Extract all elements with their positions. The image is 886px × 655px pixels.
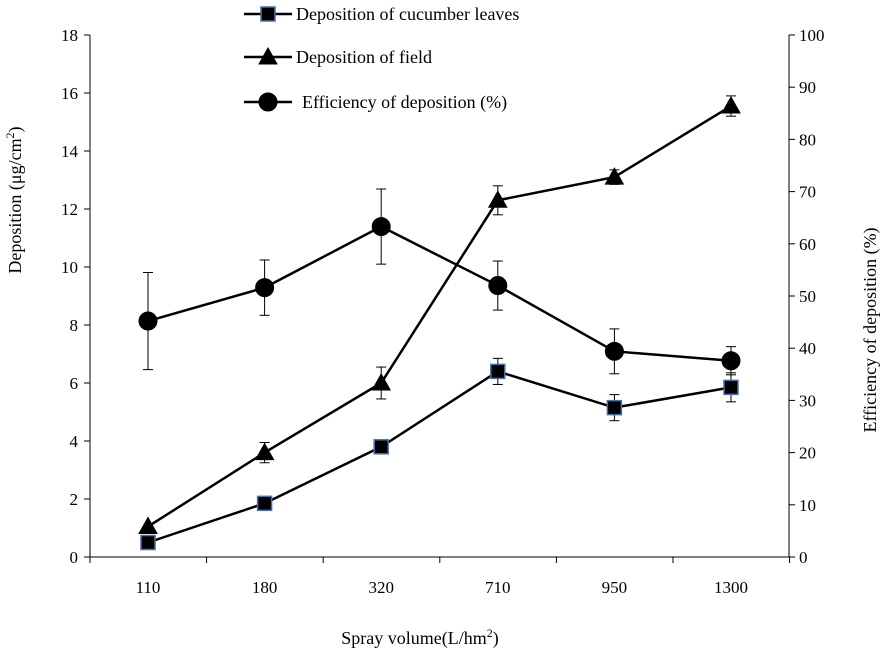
- y2-tick-label: 90: [799, 78, 816, 97]
- data-point: [138, 516, 158, 535]
- y2-tick-label: 50: [799, 287, 816, 306]
- y2-tick-label: 70: [799, 183, 816, 202]
- legend: Deposition of cucumber leaves Deposition …: [244, 4, 519, 113]
- y-tick-label: 14: [61, 142, 79, 161]
- x-tick-label: 950: [602, 578, 628, 597]
- x-tick-label: 110: [136, 578, 161, 597]
- y-tick-label: 8: [70, 316, 79, 335]
- y-axis-title-end: ): [5, 126, 26, 132]
- x-axis-title-sup: 2: [487, 626, 493, 640]
- x-tick-label: 710: [485, 578, 511, 597]
- data-point: [487, 190, 508, 208]
- data-point: [721, 96, 741, 114]
- y-axis-title-sup: 2: [3, 132, 17, 138]
- data-point: [488, 276, 508, 296]
- y2-tick-label: 100: [799, 26, 825, 45]
- data-point: [490, 363, 506, 380]
- series-layer: [138, 95, 741, 551]
- x-tick-label: 1300: [714, 578, 748, 597]
- data-point: [140, 534, 156, 551]
- legend-marker: [258, 46, 278, 65]
- data-point: [606, 399, 623, 416]
- data-point: [256, 495, 273, 512]
- x-tick-label: 320: [368, 578, 394, 597]
- series-0: [140, 357, 739, 551]
- series-line: [147, 225, 732, 362]
- y2-tick-label: 20: [799, 444, 816, 463]
- y2-tick-label: 40: [799, 339, 816, 358]
- data-point: [721, 351, 741, 371]
- y-axis-title: Deposition (μg/cm2): [3, 126, 26, 273]
- legend-item: Deposition of field: [244, 46, 432, 67]
- data-point: [138, 311, 158, 331]
- data-point: [371, 217, 391, 237]
- data-point: [371, 372, 392, 391]
- data-point: [723, 379, 739, 396]
- y-axis-title-main: Deposition (μg/cm: [5, 138, 26, 273]
- legend-item: Deposition of cucumber leaves: [244, 4, 519, 24]
- series-2: [138, 188, 741, 376]
- y2-axis-title: Efficiency of deposition (%): [860, 227, 881, 432]
- y-tick-label: 2: [70, 490, 79, 509]
- data-point: [604, 167, 625, 185]
- y-tick-label: 12: [61, 200, 78, 219]
- data-point: [604, 341, 624, 361]
- y2-tick-label: 80: [799, 130, 816, 149]
- y2-tick-label: 60: [799, 235, 816, 254]
- y-tick-label: 6: [70, 374, 79, 393]
- y-tick-label: 18: [61, 26, 78, 45]
- y-tick-label: 10: [61, 258, 78, 277]
- y2-tick-label: 30: [799, 391, 816, 410]
- legend-marker: [260, 6, 276, 22]
- legend-item: Efficiency of deposition (%): [244, 92, 507, 113]
- y2-tick-label: 10: [799, 496, 816, 515]
- x-axis-title-main: Spray volume(L/hm: [341, 628, 486, 649]
- data-point: [373, 439, 389, 455]
- x-tick-label: 180: [252, 578, 278, 597]
- data-point: [254, 442, 275, 461]
- x-axis-title: Spray volume(L/hm2): [341, 626, 498, 649]
- legend-marker: [258, 92, 278, 112]
- legend-label: Deposition of cucumber leaves: [296, 4, 519, 24]
- x-axis-title-end: ): [493, 628, 499, 649]
- y-tick-label: 16: [61, 84, 78, 103]
- axes: 0246810121416180102030405060708090100110…: [61, 26, 825, 597]
- legend-label: Deposition of field: [296, 47, 432, 67]
- y-tick-label: 0: [70, 548, 79, 567]
- series-1: [138, 95, 741, 535]
- data-point: [255, 278, 275, 298]
- series-line: [147, 370, 732, 544]
- y2-tick-label: 0: [799, 548, 808, 567]
- series-line: [147, 104, 732, 528]
- y-tick-label: 4: [70, 432, 79, 451]
- legend-label: Efficiency of deposition (%): [302, 92, 507, 113]
